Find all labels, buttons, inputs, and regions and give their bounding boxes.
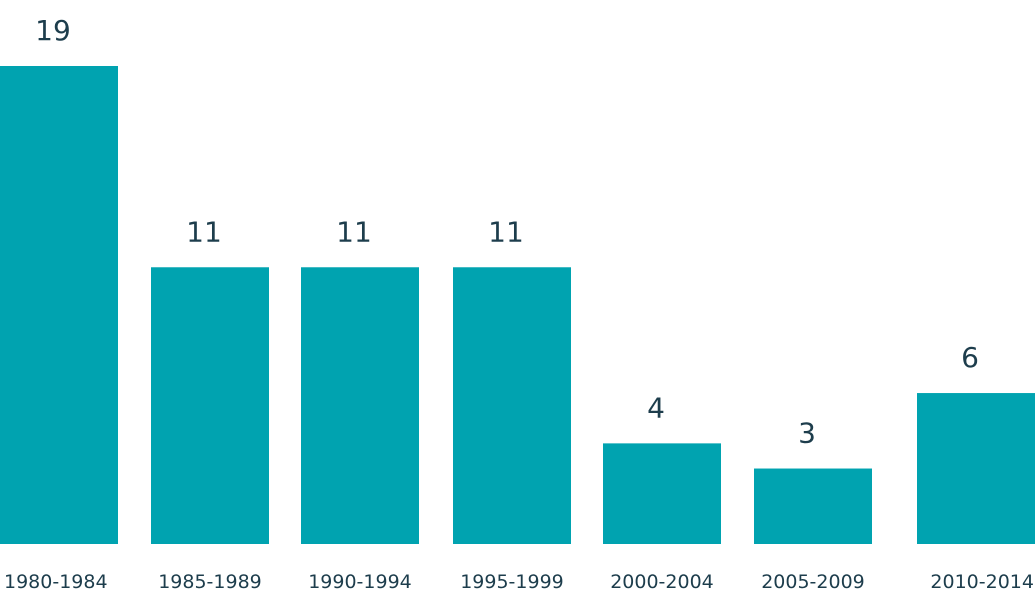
value-label-1995-1999: 11 bbox=[488, 215, 524, 248]
value-label-2000-2004: 4 bbox=[647, 391, 665, 424]
bar-2000-2004 bbox=[603, 443, 721, 544]
bars-group bbox=[0, 66, 1035, 544]
value-label-2005-2009: 3 bbox=[798, 417, 816, 450]
bar-2010-2014 bbox=[917, 393, 1035, 544]
bar-1985-1989 bbox=[151, 267, 269, 544]
category-label-1995-1999: 1995-1999 bbox=[460, 571, 564, 593]
category-label-1990-1994: 1990-1994 bbox=[308, 571, 412, 593]
value-label-1985-1989: 11 bbox=[186, 215, 222, 248]
category-label-1980-1984: 1980-1984 bbox=[4, 571, 108, 593]
category-label-2010-2014: 2010-2014 bbox=[930, 571, 1034, 593]
value-label-1990-1994: 11 bbox=[336, 215, 372, 248]
bar-1995-1999 bbox=[453, 267, 571, 544]
category-labels-group: 1980-1984 1985-1989 1990-1994 1995-1999 2000… bbox=[4, 571, 1034, 593]
category-label-1985-1989: 1985-1989 bbox=[158, 571, 262, 593]
category-label-2000-2004: 2000-2004 bbox=[610, 571, 714, 593]
bar-2005-2009 bbox=[754, 468, 872, 544]
value-label-2010-2014: 6 bbox=[961, 341, 979, 374]
bar-1980-1984 bbox=[0, 66, 118, 544]
bar-1990-1994 bbox=[301, 267, 419, 544]
category-label-2005-2009: 2005-2009 bbox=[761, 571, 865, 593]
value-label-1980-1984: 19 bbox=[35, 14, 71, 47]
value-labels-group: 19 11 11 11 4 3 6 bbox=[35, 14, 979, 450]
